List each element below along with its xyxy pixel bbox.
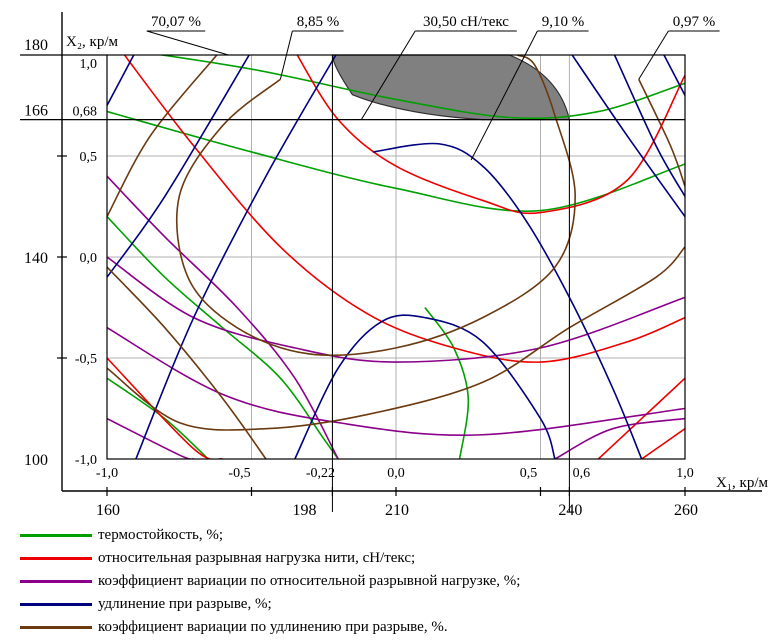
series-cv_elong-curve-1 — [107, 55, 218, 217]
legend-swatch-cv-load — [20, 580, 92, 583]
x-coded-tick-label-3: 0,0 — [387, 466, 405, 481]
series-elong-curve-2 — [107, 55, 135, 106]
y-natural-tick-label-1: 140 — [24, 250, 48, 267]
series-elong-curve-6 — [663, 55, 685, 96]
series-group — [107, 55, 685, 459]
series-cv_load-curve-4 — [554, 417, 685, 459]
y-coded-tick-label-5: 1,0 — [80, 57, 98, 72]
series-load-curve-2 — [107, 357, 223, 459]
annotation-4: 0,97 % — [638, 14, 720, 80]
legend-item-cv-elong: коэффициент вариации по удлинению при ра… — [20, 616, 760, 639]
series-cv_elong-curve-3 — [638, 78, 685, 187]
annotation-label-3: 9,10 % — [542, 14, 585, 30]
x-coded-tick-label-6: 1,0 — [676, 466, 694, 481]
series-elong-curve-4 — [372, 142, 643, 459]
x-coded-tick-label-4: 0,5 — [520, 466, 538, 481]
legend-swatch-thermal — [20, 534, 92, 537]
legend-item-load: относительная разрывная нагрузка нити, с… — [20, 547, 760, 570]
legend-item-thermal: термостойкость, %; — [20, 524, 760, 547]
legend-label-thermal: термостойкость, %; — [98, 527, 224, 543]
legend-swatch-elong — [20, 603, 92, 606]
series-elong-curve-0 — [107, 55, 251, 278]
annotation-leader-3 — [470, 30, 538, 161]
y-axis-label: X₂, кр/м — [66, 34, 119, 50]
x-coded-tick-label-2: -0,22 — [306, 466, 335, 481]
x-natural-tick-label-3: 240 — [558, 502, 582, 519]
annotation-leader-2 — [360, 30, 416, 120]
x-axis-label: X₁, кр/м — [716, 475, 769, 491]
x-natural-tick-label-4: 260 — [674, 502, 698, 519]
legend-label-cv-elong: коэффициент вариации по удлинению при ра… — [98, 619, 448, 635]
annotation-label-4: 0,97 % — [673, 14, 716, 30]
legend-item-elong: удлинение при разрыве, %; — [20, 593, 760, 616]
series-elong-curve-3 — [294, 314, 556, 459]
annotation-label-2: 30,50 сН/текс — [423, 14, 509, 30]
annotation-leader-4 — [638, 30, 669, 80]
y-coded-tick-label-0: -1,0 — [75, 453, 97, 468]
x-coded-tick-label-0: -1,0 — [96, 466, 118, 481]
series-load-curve-0 — [123, 55, 685, 363]
series-cv_elong-curve-0 — [175, 55, 576, 357]
optimum-region-fill — [331, 54, 571, 121]
optimum-region — [331, 54, 571, 121]
series-cv_load-curve-1 — [107, 327, 685, 436]
y-natural-tick-label-2: 166 — [24, 103, 48, 120]
annotation-leader-1 — [279, 30, 293, 80]
axes — [20, 12, 762, 512]
annotation-label-1: 8,85 % — [297, 14, 340, 30]
series-thermal-curve-4 — [424, 307, 470, 459]
series-cv_elong-curve-4 — [107, 266, 267, 459]
legend: термостойкость, %; относительная разрывн… — [20, 524, 760, 639]
annotations: 70,07 % 8,85 % 30,50 сН/текс 9,10 % 0,97 % — [146, 14, 720, 161]
series-thermal-curve-2 — [107, 216, 339, 459]
series-cv_load-curve-0 — [107, 256, 685, 363]
x-natural-tick-label-0: 160 — [96, 502, 120, 519]
series-load-curve-4 — [641, 428, 685, 459]
annotation-3: 9,10 % — [470, 14, 589, 161]
series-elong-curve-5 — [613, 55, 685, 197]
series-cv_load-curve-3 — [107, 175, 339, 459]
tick-labels: -1,0 -0,5 -0,22 0,0 0,5 0,6 1,0 160 198 210 240 260… — [24, 34, 769, 519]
y-natural-tick-label-3: 180 — [24, 37, 48, 54]
legend-swatch-load — [20, 557, 92, 560]
annotation-leader-0 — [146, 30, 229, 56]
legend-item-cv-load: коэффициент вариации по относительной ра… — [20, 570, 760, 593]
x-natural-tick-label-1: 198 — [293, 502, 317, 519]
x-coded-tick-label-1: -0,5 — [228, 466, 250, 481]
annotation-0: 70,07 % — [146, 14, 229, 56]
series-thermal-curve-1 — [107, 110, 685, 212]
legend-label-cv-load: коэффициент вариации по относительной ра… — [98, 573, 521, 589]
y-coded-tick-label-1: -0,5 — [75, 352, 97, 367]
legend-swatch-cv-elong — [20, 626, 92, 629]
series-load-curve-3 — [597, 377, 685, 459]
plot-frame — [106, 54, 686, 460]
y-coded-tick-label-4: 0,68 — [73, 105, 98, 120]
y-natural-tick-label-0: 100 — [24, 452, 48, 469]
legend-label-load: относительная разрывная нагрузка нити, с… — [98, 550, 416, 566]
series-elong-curve-1 — [135, 55, 337, 459]
series-cv_load-curve-2 — [107, 417, 194, 459]
y-coded-tick-label-2: 0,0 — [80, 251, 98, 266]
series-elong-curve-7 — [571, 55, 685, 218]
series-cv_elong-curve-2 — [107, 246, 685, 431]
annotation-2: 30,50 сН/текс — [360, 14, 517, 120]
x-natural-tick-label-2: 210 — [385, 502, 409, 519]
contour-chart: -1,0 -0,5 -0,22 0,0 0,5 0,6 1,0 160 198 210 240 260… — [20, 12, 769, 519]
annotation-1: 8,85 % — [279, 14, 344, 80]
y-coded-tick-label-3: 0,5 — [80, 150, 98, 165]
series-thermal-curve-0 — [156, 55, 685, 120]
series-thermal-curve-3 — [107, 377, 209, 459]
x-coded-tick-label-5: 0,6 — [573, 466, 591, 481]
annotation-label-0: 70,07 % — [151, 14, 201, 30]
legend-label-elong: удлинение при разрыве, %; — [98, 596, 272, 612]
